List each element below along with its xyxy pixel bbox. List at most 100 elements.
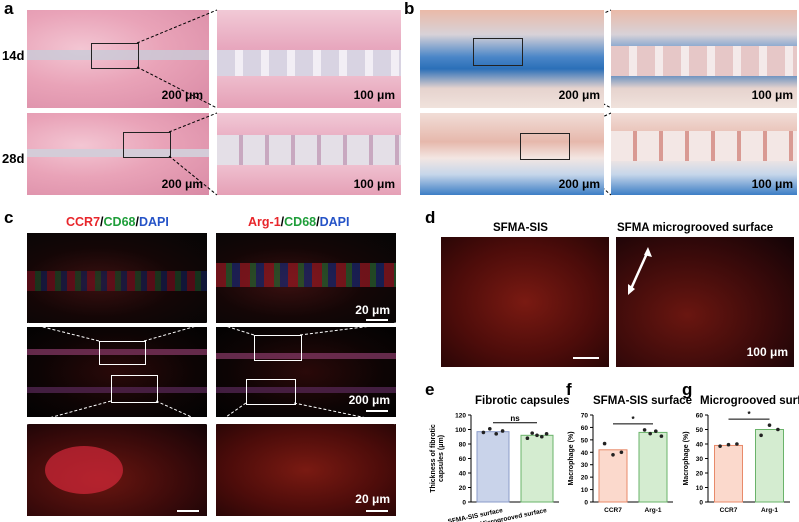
scale-bar-label: 100 μm [751,88,793,102]
scale-bar-label: 200 μm [161,177,203,191]
bar [714,444,743,503]
bar [520,434,554,503]
x-tick-label: Arg-1 [761,507,778,514]
x-tick-label: CCR7 [604,507,622,514]
stain-title-right: Arg-1/CD68/DAPI [248,215,350,229]
y-tick-label: 80 [459,442,467,449]
y-tick-label: 40 [459,471,467,478]
y-tick-label: 0 [584,500,588,507]
scale-bar-label: 100 μm [751,177,793,191]
scale-bar-label: 200 μm [558,177,600,191]
data-point [642,428,647,432]
data-point [500,429,505,433]
masson-14d-zoom: 100 μm [611,10,797,108]
panel-e-label: e [425,380,435,399]
zoom-box [254,335,302,361]
y-tick-label: 20 [581,475,589,482]
scale-bar-label: 100 μm [353,88,395,102]
double-arrow-icon [628,247,652,295]
data-point [767,423,772,427]
data-point [654,429,658,433]
x-tick-label: CCR7 [720,507,738,514]
panel-g-label: g [682,380,693,399]
y-tick-label: 0 [699,500,703,507]
y-tick-label: 20 [696,471,704,478]
chart-f: 0 10 20 30 40 50 60 70 Macrophage (%) CCR7 Arg-1 * [568,413,673,514]
masson-28d-overview: 200 μm [420,113,604,195]
data-point [611,452,615,457]
chart-g: 0 10 20 30 40 50 60 Macrophage (%) CCR7 Arg-1 * [683,410,790,514]
data-point [481,430,486,435]
data-point [718,444,722,448]
zoom-box [123,132,171,158]
ccr7-zoom-bottom [27,424,207,516]
y-tick-label: 100 [455,427,466,434]
masson-14d-overview: 200 μm [420,10,604,108]
ccr7-overview [27,327,207,417]
scale-bar-label: 200 μm [558,88,600,102]
chart-e-title: Fibrotic capsules [475,395,570,407]
panel-d-label: d [425,208,436,227]
d-title-microgrooved: SFMA microgrooved surface [617,222,774,234]
data-point [525,436,530,440]
masson-28d-zoom: 100 μm [611,113,797,195]
scale-bar-label: 200 μm [348,393,390,407]
scale-bar [366,510,388,512]
y-tick-label: 60 [581,425,589,432]
panel-b-label: b [404,0,415,18]
scale-bar-label: 20 μm [355,492,390,506]
data-point [535,433,539,438]
data-point [726,442,731,447]
data-point [619,450,624,455]
scale-bar-label: 100 μm [353,177,395,191]
y-tick-label: 40 [696,442,704,449]
data-point [488,426,492,431]
panel-a-label: a [4,0,14,18]
y-tick-label: 60 [459,456,467,463]
stain-title-left: CCR7/CD68/DAPI [66,215,169,229]
y-tick-label: 30 [696,456,704,463]
y-tick-label: 50 [581,437,589,444]
he-28d-zoom: 100 μm [217,113,401,195]
arg1-overview: 200 μm [216,327,396,417]
y-tick-label: 20 [459,485,467,492]
y-axis-label: Thickness of fibrotic [430,424,437,493]
zoom-box [91,43,139,69]
data-point [648,431,652,436]
scale-bar [366,319,388,321]
data-point [544,432,549,436]
data-point [759,433,763,438]
y-tick-label: 0 [462,500,466,507]
zoom-lines-c [26,322,397,425]
y-axis-label: Macrophage (%) [683,431,690,485]
scale-bar [177,510,199,512]
scale-bar-label: 200 μm [161,88,203,102]
y-axis-label: capsules (μm) [438,435,445,482]
zoom-box [246,379,296,405]
scale-bar [366,410,388,412]
y-axis-label: Macrophage (%) [568,431,575,485]
significance-label: * [747,410,751,419]
y-tick-label: 70 [581,413,589,420]
panel-f-label: f [566,380,572,399]
sfma-sis-image [441,237,609,367]
data-point [776,427,780,432]
data-point [659,434,664,438]
x-tick-label: Arg-1 [645,507,662,514]
d-title-sfma-sis: SFMA-SIS [493,222,548,234]
scale-bar-label: 100 μm [746,345,788,359]
data-point [494,432,498,436]
y-tick-label: 60 [696,413,704,420]
he-14d-zoom: 100 μm [217,10,401,108]
y-tick-label: 50 [696,427,704,434]
he-14d-overview: 200 μm [27,10,209,108]
y-tick-label: 30 [581,462,589,469]
arg1-zoom-bottom: 20 μm [216,424,396,516]
chart-e: 0 20 40 60 80 100 120 Thickness of fibrotic caps… [430,413,559,522]
scale-bar [573,357,599,359]
ccr7-zoom-top [27,233,207,323]
chart-g-title: Microgrooved surface [700,395,799,407]
bar [755,429,784,503]
significance-label: * [631,415,635,424]
y-tick-label: 10 [581,487,589,494]
